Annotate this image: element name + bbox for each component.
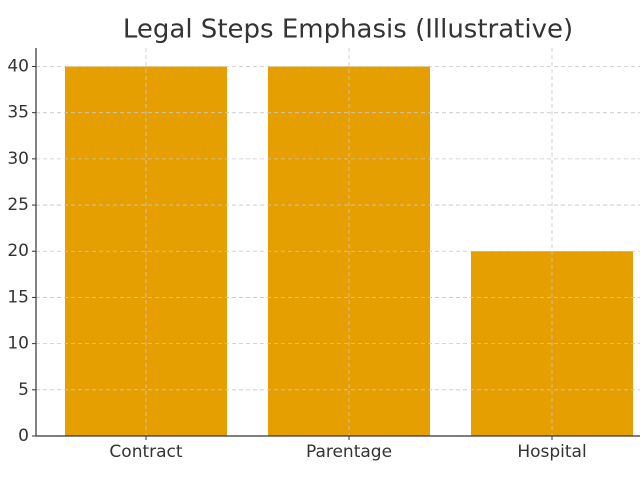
y-tick-label: 30 bbox=[7, 149, 29, 169]
y-tick-label: 35 bbox=[7, 103, 29, 123]
x-tick-label: Hospital bbox=[517, 442, 586, 462]
y-tick-label: 0 bbox=[18, 426, 29, 446]
y-tick-label: 5 bbox=[18, 380, 29, 400]
x-tick-label: Contract bbox=[109, 442, 182, 462]
x-tick-label: Parentage bbox=[306, 442, 392, 462]
y-tick-label: 25 bbox=[7, 195, 29, 215]
y-tick-label: 40 bbox=[7, 56, 29, 76]
y-tick-label: 10 bbox=[7, 334, 29, 354]
chart-title: Legal Steps Emphasis (Illustrative) bbox=[123, 15, 573, 45]
y-tick-label: 15 bbox=[7, 287, 29, 307]
y-tick-label: 20 bbox=[7, 241, 29, 261]
